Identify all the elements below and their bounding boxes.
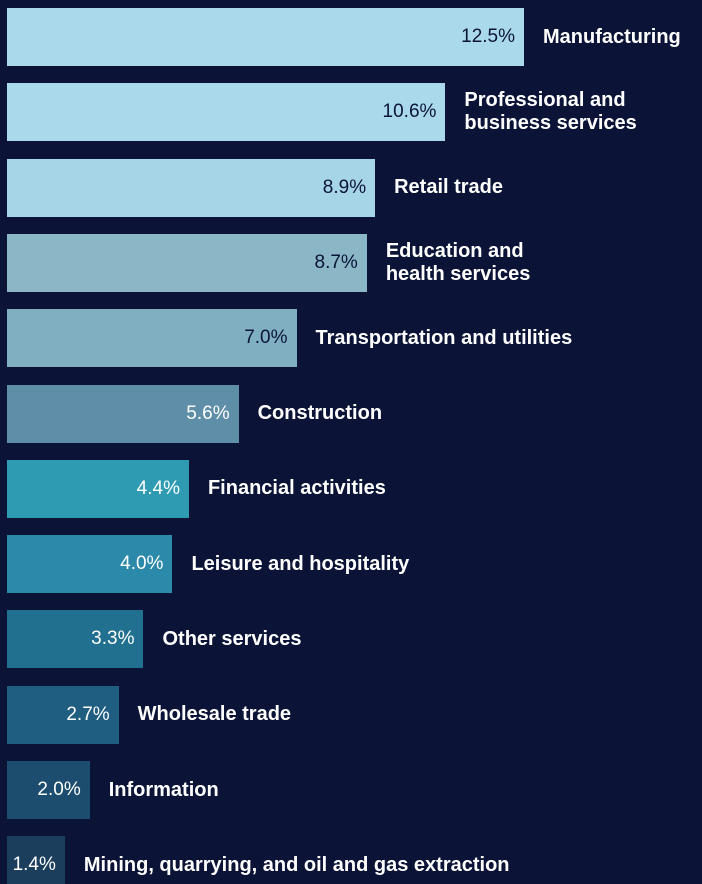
category-label: Manufacturing: [543, 25, 681, 48]
value-label: 8.9%: [322, 176, 367, 198]
category-label: Information: [108, 778, 219, 801]
value-label: 7.0%: [244, 327, 288, 349]
bar: [7, 685, 119, 744]
bar: [7, 836, 65, 884]
category-label: Mining, quarrying, and oil and gas extra…: [83, 853, 510, 876]
value-label: 10.6%: [382, 101, 437, 123]
bar: [7, 8, 524, 66]
bar: [7, 83, 446, 142]
category-label: Construction: [257, 402, 383, 424]
bar: [7, 309, 297, 368]
category-label: Transportation and utilities: [315, 326, 573, 349]
bar: [7, 233, 367, 292]
category-label: Other services: [162, 627, 302, 650]
bar: [7, 158, 376, 217]
value-label: 12.5%: [461, 26, 515, 47]
bar: [7, 535, 173, 594]
bar: [7, 384, 239, 443]
category-label: Education and health services: [385, 239, 531, 285]
category-label: Professional and business services: [464, 89, 637, 135]
bar: [7, 459, 189, 518]
category-label: Leisure and hospitality: [191, 552, 410, 575]
bar: [7, 761, 90, 819]
value-label: 4.4%: [136, 477, 180, 499]
bar: [7, 610, 144, 669]
value-label: 5.6%: [186, 402, 230, 424]
value-label: 1.4%: [12, 854, 56, 876]
value-label: 2.0%: [37, 779, 81, 800]
category-label: Financial activities: [207, 477, 386, 500]
value-label: 2.7%: [66, 703, 110, 725]
value-label: 8.7%: [314, 251, 358, 273]
value-label: 4.0%: [120, 553, 164, 575]
category-label: Retail trade: [394, 176, 504, 199]
category-label: Wholesale trade: [137, 703, 292, 726]
value-label: 3.3%: [91, 628, 135, 650]
